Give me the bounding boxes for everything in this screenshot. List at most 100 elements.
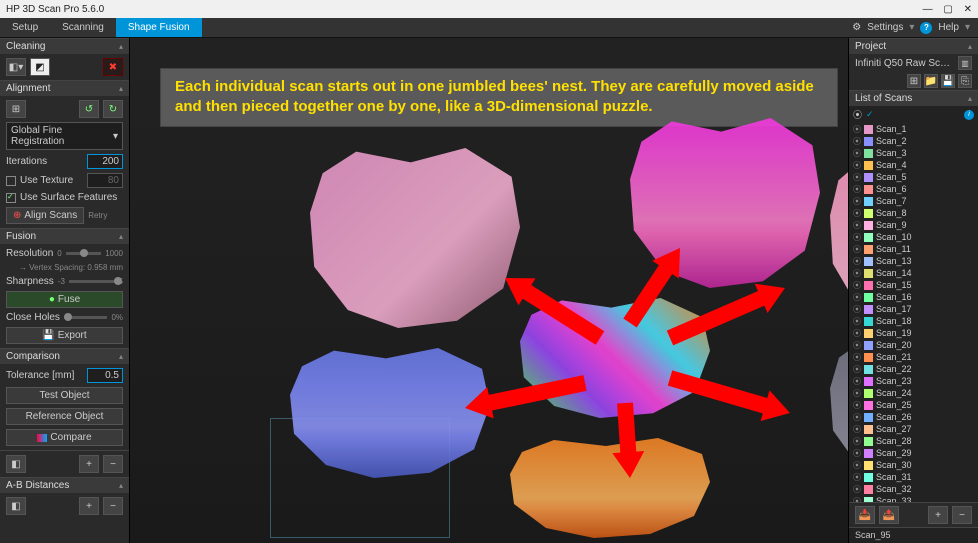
visibility-icon[interactable]: ⦿ (853, 328, 861, 339)
viewport-3d[interactable]: Each individual scan starts out in one j… (130, 38, 848, 543)
visibility-icon[interactable]: ⦿ (853, 364, 861, 375)
scan-list-item[interactable]: ⦿Scan_3 (849, 147, 978, 159)
scan-list-item[interactable]: ⦿Scan_18 (849, 315, 978, 327)
visibility-icon[interactable]: ⦿ (853, 388, 861, 399)
visibility-icon[interactable]: ⦿ (853, 148, 861, 159)
project-action-3[interactable]: 💾 (941, 74, 955, 88)
scan-list-item[interactable]: ⦿Scan_19 (849, 327, 978, 339)
info-icon[interactable]: i (964, 110, 974, 120)
visibility-icon[interactable]: ⦿ (853, 172, 861, 183)
visibility-icon[interactable]: ⦿ (853, 352, 861, 363)
visibility-all-icon[interactable]: ⦿ (853, 108, 862, 121)
scan-list-item[interactable]: ⦿Scan_13 (849, 255, 978, 267)
scan-import-icon[interactable]: 📥 (855, 506, 875, 524)
visibility-icon[interactable]: ⦿ (853, 412, 861, 423)
scan-add-button[interactable]: + (928, 506, 948, 524)
visibility-icon[interactable]: ⦿ (853, 184, 861, 195)
scan-list-item[interactable]: ⦿Scan_33 (849, 495, 978, 502)
visibility-icon[interactable]: ⦿ (853, 484, 861, 495)
visibility-icon[interactable]: ⦿ (853, 268, 861, 279)
test-object-button[interactable]: Test Object (6, 387, 123, 404)
cleaning-tool-icon[interactable]: ◩ (30, 58, 50, 76)
minimize-icon[interactable]: — (923, 4, 933, 15)
use-texture-checkbox[interactable] (6, 176, 16, 186)
project-action-4[interactable]: ⎘ (958, 74, 972, 88)
iterations-input[interactable]: 200 (87, 154, 123, 169)
cleaning-mode-dropdown[interactable]: ◧▾ (6, 58, 26, 76)
settings-link[interactable]: Settings (867, 22, 903, 33)
scan-list-item[interactable]: ⦿Scan_21 (849, 351, 978, 363)
scan-list-item[interactable]: ⦿Scan_10 (849, 231, 978, 243)
fuse-button[interactable]: ●Fuse (6, 291, 123, 308)
scan-list-item[interactable]: ⦿Scan_5 (849, 171, 978, 183)
scan-export-icon[interactable]: 📤 (879, 506, 899, 524)
resolution-slider[interactable] (66, 252, 101, 255)
scan-list-item[interactable]: ⦿Scan_23 (849, 375, 978, 387)
visibility-icon[interactable]: ⦿ (853, 340, 861, 351)
scan-list-item[interactable]: ⦿Scan_14 (849, 267, 978, 279)
tolerance-input[interactable]: 0.5 (87, 368, 123, 383)
delete-icon[interactable]: ✖ (103, 58, 123, 76)
visibility-icon[interactable]: ⦿ (853, 208, 861, 219)
visibility-icon[interactable]: ⦿ (853, 436, 861, 447)
visibility-icon[interactable]: ⦿ (853, 304, 861, 315)
compare-button[interactable]: Compare (6, 429, 123, 446)
scan-list-item[interactable]: ⦿Scan_30 (849, 459, 978, 471)
help-icon[interactable]: ? (920, 22, 932, 34)
visibility-icon[interactable]: ⦿ (853, 316, 861, 327)
scan-list-item[interactable]: ⦿Scan_7 (849, 195, 978, 207)
ab-add-button[interactable]: + (79, 497, 99, 515)
scan-list-item[interactable]: ⦿Scan_22 (849, 363, 978, 375)
visibility-icon[interactable]: ⦿ (853, 136, 861, 147)
scan-list-item[interactable]: ⦿Scan_11 (849, 243, 978, 255)
scan-list-item[interactable]: ⦿Scan_26 (849, 411, 978, 423)
visibility-icon[interactable]: ⦿ (853, 232, 861, 243)
ab-remove-button[interactable]: − (103, 497, 123, 515)
scan-list-item[interactable]: ⦿Scan_28 (849, 435, 978, 447)
remove-button[interactable]: − (103, 455, 123, 473)
alignment-header[interactable]: Alignment ▴ (0, 81, 129, 96)
scan-remove-button[interactable]: − (952, 506, 972, 524)
visibility-icon[interactable]: ⦿ (853, 256, 861, 267)
cleaning-header[interactable]: Cleaning ▴ (0, 39, 129, 54)
visibility-icon[interactable]: ⦿ (853, 292, 861, 303)
scan-list-item[interactable]: ⦿Scan_6 (849, 183, 978, 195)
scan-list[interactable]: ⦿Scan_1⦿Scan_2⦿Scan_3⦿Scan_4⦿Scan_5⦿Scan… (849, 123, 978, 502)
retry-label[interactable]: Retry (88, 211, 107, 220)
scan-list-item[interactable]: ⦿Scan_29 (849, 447, 978, 459)
visibility-icon[interactable]: ⦿ (853, 460, 861, 471)
alignment-mode-dropdown[interactable]: Global Fine Registration ▾ (6, 122, 123, 150)
visibility-icon[interactable]: ⦿ (853, 160, 861, 171)
scanlist-header[interactable]: List of Scans ▴ (849, 91, 978, 106)
scan-list-item[interactable]: ⦿Scan_4 (849, 159, 978, 171)
scan-list-item[interactable]: ⦿Scan_9 (849, 219, 978, 231)
scan-list-item[interactable]: ⦿Scan_17 (849, 303, 978, 315)
scan-list-item[interactable]: ⦿Scan_15 (849, 279, 978, 291)
sharpness-slider[interactable] (69, 280, 115, 283)
scan-list-item[interactable]: ⦿Scan_27 (849, 423, 978, 435)
visibility-icon[interactable]: ⦿ (853, 424, 861, 435)
export-button[interactable]: 💾Export (6, 327, 123, 344)
close-icon[interactable]: ✕ (964, 4, 972, 15)
toggle-icon[interactable]: ◧ (6, 455, 26, 473)
comparison-header[interactable]: Comparison ▴ (0, 349, 129, 364)
project-action-2[interactable]: 📁 (924, 74, 938, 88)
visibility-icon[interactable]: ⦿ (853, 280, 861, 291)
tab-scanning[interactable]: Scanning (50, 18, 116, 37)
scan-list-item[interactable]: ⦿Scan_16 (849, 291, 978, 303)
ab-header[interactable]: A-B Distances ▴ (0, 478, 129, 493)
scan-list-item[interactable]: ⦿Scan_25 (849, 399, 978, 411)
project-header[interactable]: Project ▴ (849, 39, 978, 54)
help-link[interactable]: Help (938, 22, 959, 33)
maximize-icon[interactable]: ▢ (943, 4, 952, 15)
visibility-icon[interactable]: ⦿ (853, 448, 861, 459)
visibility-icon[interactable]: ⦿ (853, 376, 861, 387)
scan-list-item[interactable]: ⦿Scan_31 (849, 471, 978, 483)
close-holes-slider[interactable] (64, 316, 108, 319)
scan-list-item[interactable]: ⦿Scan_8 (849, 207, 978, 219)
visibility-icon[interactable]: ⦿ (853, 400, 861, 411)
visibility-icon[interactable]: ⦿ (853, 220, 861, 231)
visibility-icon[interactable]: ⦿ (853, 196, 861, 207)
use-surface-checkbox[interactable] (6, 193, 16, 203)
visibility-icon[interactable]: ⦿ (853, 124, 861, 135)
